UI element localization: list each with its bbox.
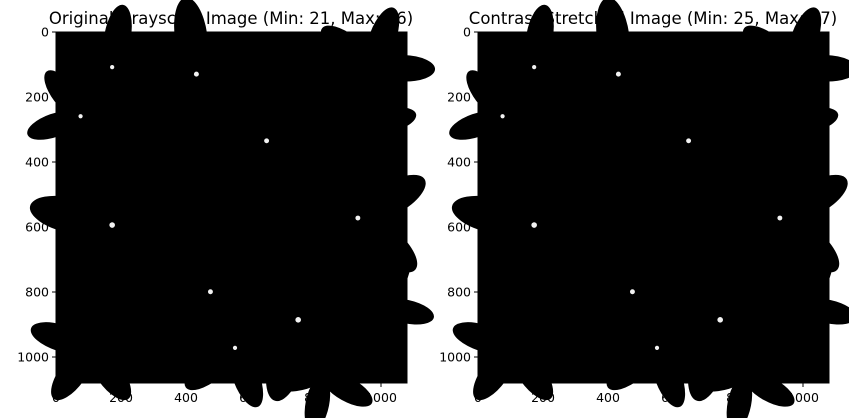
y-tick-label: 200 xyxy=(25,90,49,105)
axes-frame xyxy=(477,31,830,384)
y-tick-label: 0 xyxy=(463,25,471,40)
flower-photo xyxy=(426,0,849,418)
x-tick-label: 400 xyxy=(174,390,198,405)
y-tick-label: 800 xyxy=(25,285,49,300)
x-tick-label: 200 xyxy=(531,390,555,405)
y-tick-label: 600 xyxy=(25,220,49,235)
x-tick-label: 400 xyxy=(596,390,620,405)
y-tick-label: 400 xyxy=(25,155,49,170)
x-tick-label: 800 xyxy=(304,390,328,405)
y-tick-label: 0 xyxy=(41,25,49,40)
x-tick-label: 0 xyxy=(474,390,482,405)
axis-ticks: 0 0 200 200 400 400 600 600 800 800 1000 1000 xyxy=(439,25,819,406)
y-tick-label: 200 xyxy=(447,90,471,105)
y-tick-label: 800 xyxy=(447,285,471,300)
x-tick-label: 200 xyxy=(109,390,133,405)
x-tick-label: 1000 xyxy=(365,390,397,405)
x-tick-label: 1000 xyxy=(787,390,819,405)
y-tick-label: 1000 xyxy=(439,350,471,365)
y-tick-label: 1000 xyxy=(17,350,49,365)
x-tick-label: 800 xyxy=(726,390,750,405)
x-tick-label: 600 xyxy=(239,390,263,405)
panel-title: Original Grayscale Image (Min: 21, Max: … xyxy=(49,9,413,28)
flower-photo xyxy=(4,0,457,418)
y-tick-label: 600 xyxy=(447,220,471,235)
y-tick-label: 400 xyxy=(447,155,471,170)
axis-ticks: 0 0 200 200 400 400 600 600 800 800 1000 1000 xyxy=(17,25,397,406)
x-tick-label: 0 xyxy=(52,390,60,405)
panel-title: Contrast Stretched Image (Min: 25, Max: … xyxy=(469,9,837,28)
x-tick-label: 600 xyxy=(661,390,685,405)
panel-original: Original Grayscale Image (Min: 21, Max: … xyxy=(4,0,457,418)
axes-frame xyxy=(55,31,408,384)
panel-contrast-stretched: Contrast Stretched Image (Min: 25, Max: … xyxy=(426,0,849,418)
